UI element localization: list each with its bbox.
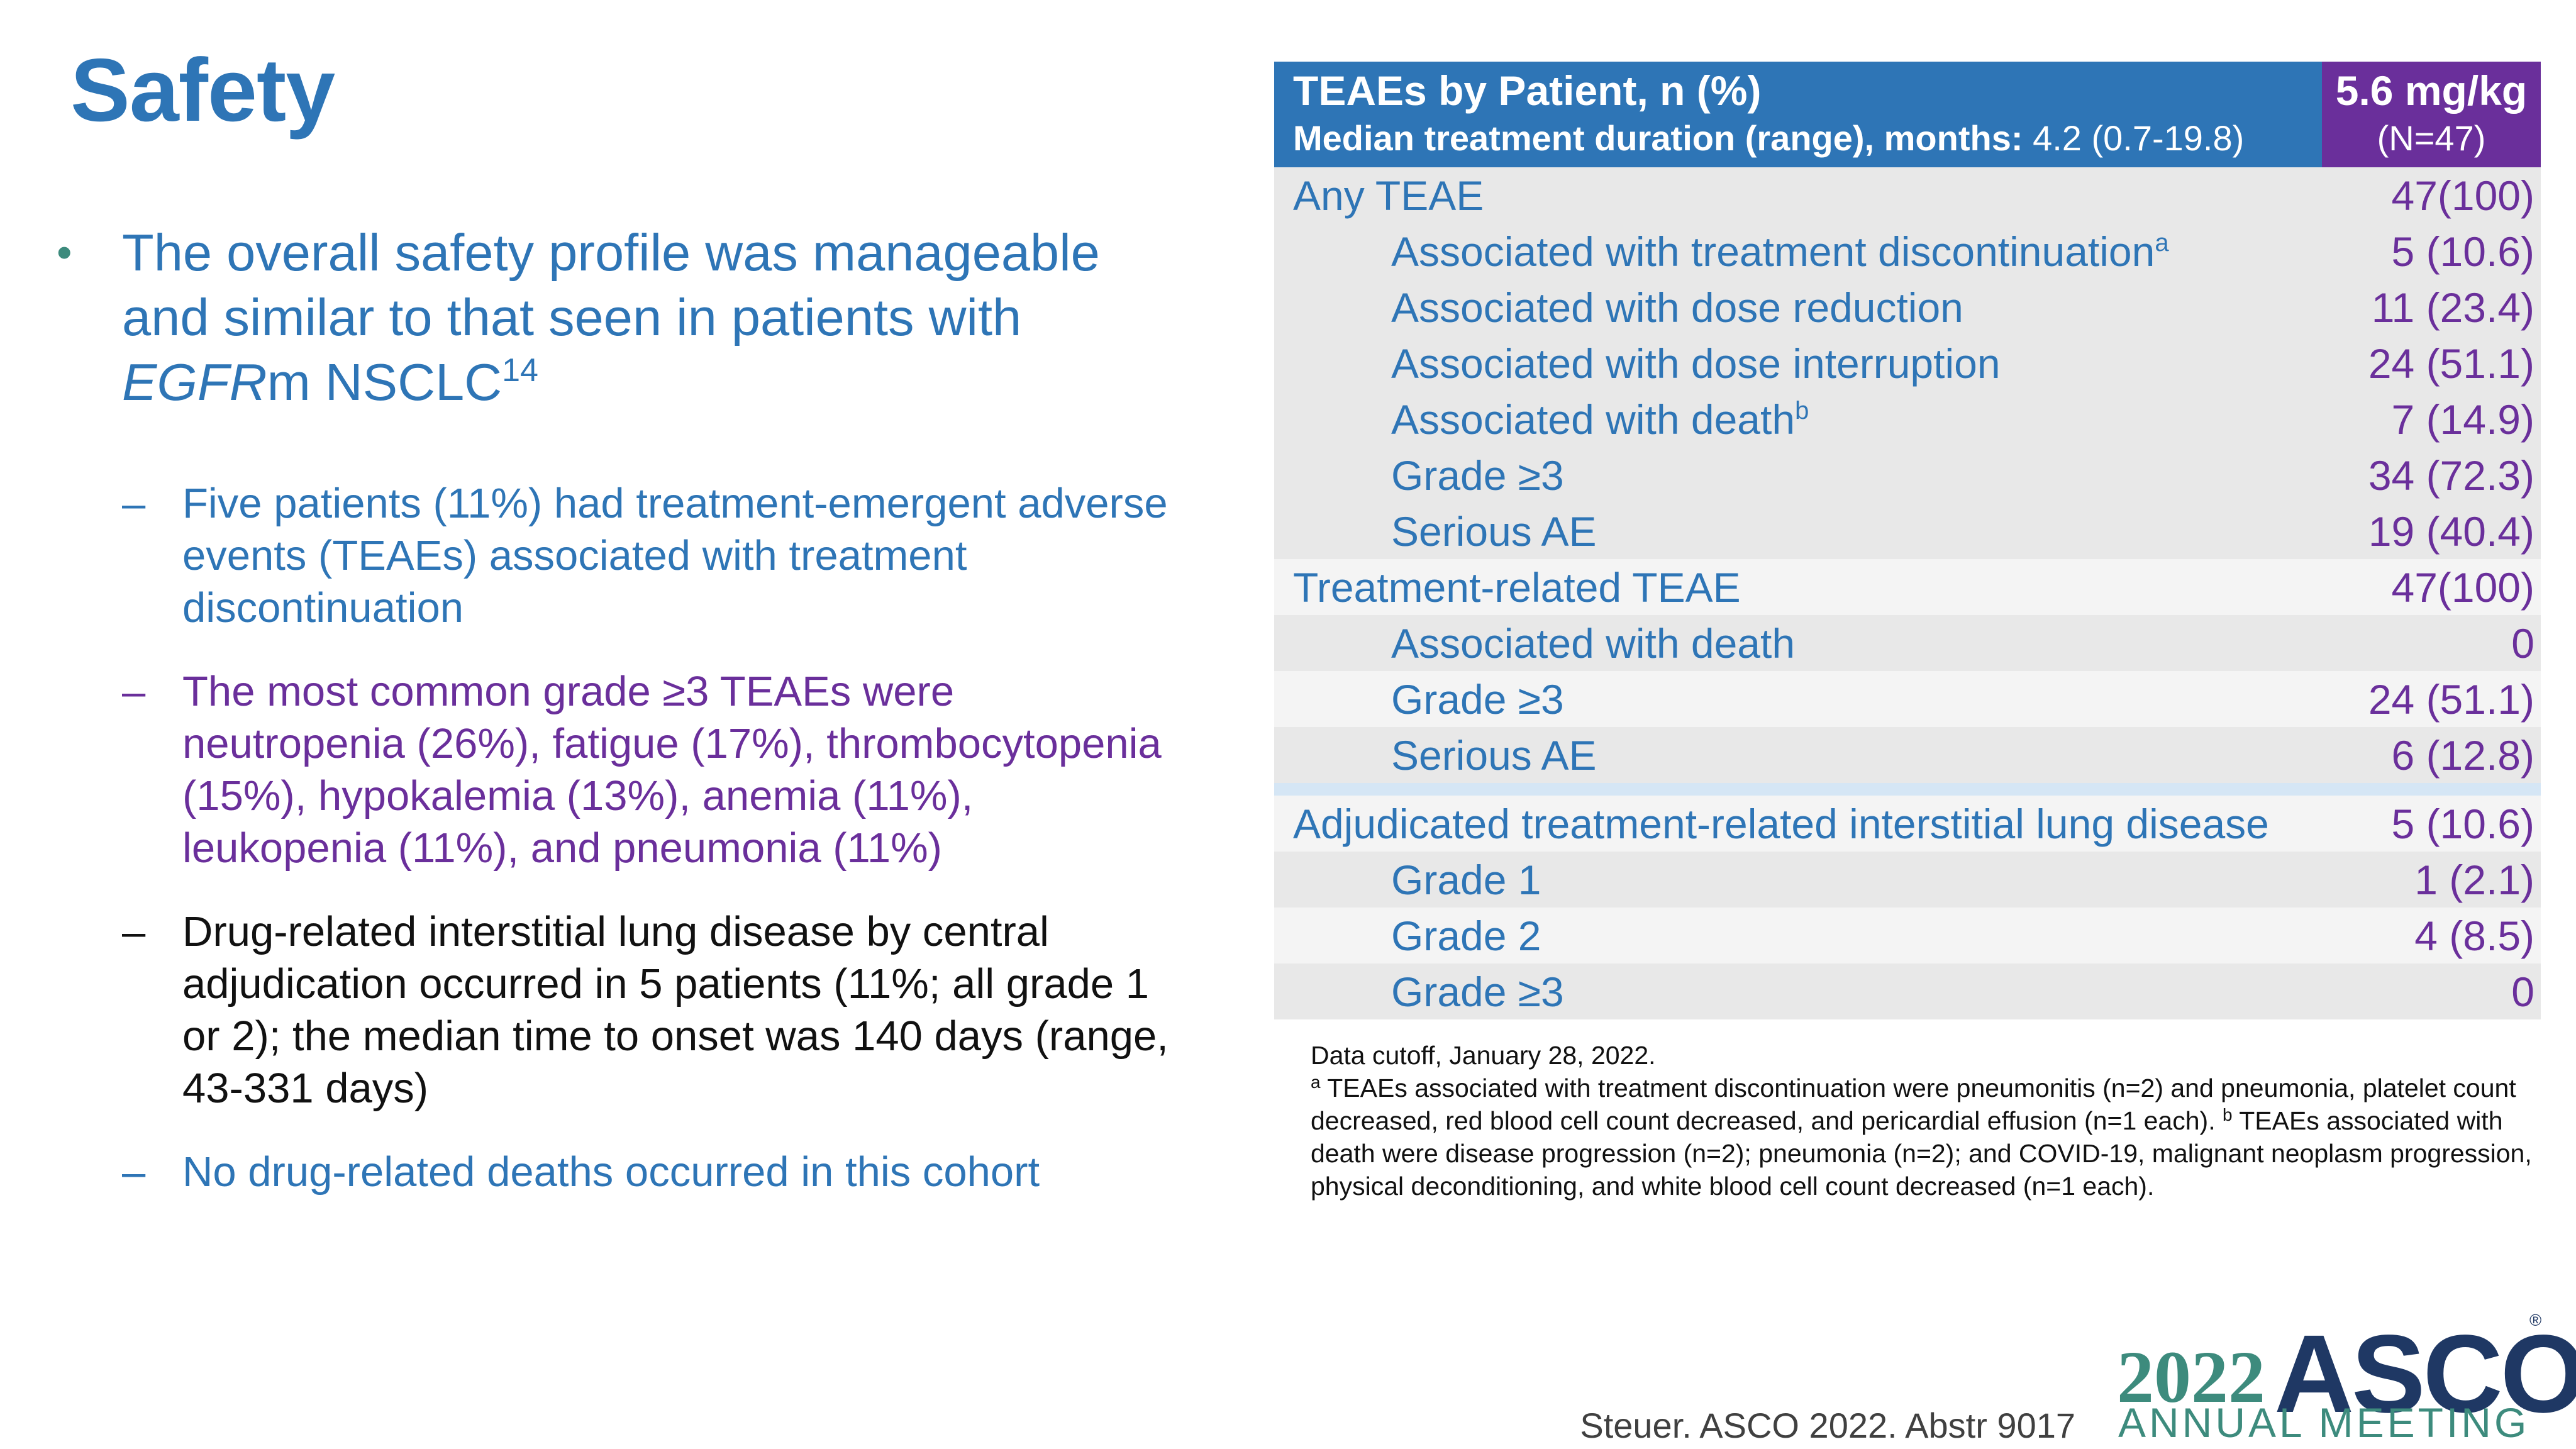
logo-name: ASCO <box>2274 1313 2576 1436</box>
footnote-a-marker: a <box>1311 1072 1321 1092</box>
sub-bullet-ild: – Drug-related interstitial lung disease… <box>57 906 1182 1114</box>
footnote-text: a TEAEs associated with treatment discon… <box>1311 1072 2537 1202</box>
sub-bullet-grade3: – The most common grade ≥3 TEAEs were ne… <box>57 665 1182 874</box>
table-subtitle-value: 4.2 (0.7-19.8) <box>2033 118 2245 158</box>
table-row: Associated with deathb 7 (14.9) <box>1274 391 2541 447</box>
sub-bullet-list: – Five patients (11%) had treatment-emer… <box>57 477 1182 1198</box>
table-row-ild: Adjudicated treatment-related interstiti… <box>1274 796 2541 852</box>
logo-subtitle: ANNUAL MEETING <box>2118 1399 2530 1446</box>
sub-bullet-text: The most common grade ≥3 TEAEs were neut… <box>182 668 1162 872</box>
table-row: Grade 1 1 (2.1) <box>1274 852 2541 908</box>
sub-bullet-discontinuation: – Five patients (11%) had treatment-emer… <box>57 477 1182 634</box>
bullet-dot-icon: • <box>57 228 72 277</box>
row-value: 19 (40.4) <box>2368 508 2534 555</box>
row-label: Associated with treatment discontinuatio… <box>1391 228 2169 275</box>
row-label: Grade ≥3 <box>1391 968 1564 1015</box>
row-label: Treatment-related TEAE <box>1293 564 1741 611</box>
slide-title: Safety <box>70 40 335 140</box>
dose-label: 5.6 mg/kg <box>2335 67 2528 114</box>
row-value: 5 (10.6) <box>2391 800 2534 847</box>
table-subtitle-label: Median treatment duration (range), month… <box>1293 118 2023 158</box>
main-bullet-italic: EGFR <box>122 353 267 411</box>
registered-icon: ® <box>2529 1311 2542 1330</box>
row-value: 24 (51.1) <box>2368 675 2534 723</box>
row-value: 47(100) <box>2391 564 2535 611</box>
sub-bullet-text: Five patients (11%) had treatment-emerge… <box>182 480 1168 631</box>
table-row: Serious AE 6 (12.8) <box>1274 727 2541 783</box>
footnote-marker: b <box>1795 396 1809 425</box>
table-divider <box>1274 783 2541 796</box>
row-label: Associated with deathb <box>1391 396 1809 443</box>
citation: Steuer. ASCO 2022. Abstr 9017 <box>1580 1406 2075 1445</box>
dash-icon: – <box>122 480 146 527</box>
table-row: Grade ≥3 34 (72.3) <box>1274 447 2541 503</box>
row-label: Associated with death <box>1391 619 1796 667</box>
dash-icon: – <box>122 668 146 715</box>
data-cutoff: Data cutoff, January 28, 2022. <box>1311 1041 1656 1070</box>
row-value: 34 (72.3) <box>2368 452 2534 499</box>
table-row: Grade ≥3 0 <box>1274 963 2541 1019</box>
row-value: 4 (8.5) <box>2414 912 2534 959</box>
table-header-dose: 5.6 mg/kg (N=47) <box>2322 62 2541 167</box>
logo-year: 2022 <box>2117 1336 2265 1418</box>
main-bullet-text-1: The overall safety profile was manageabl… <box>122 223 1100 347</box>
main-bullet-text-2: m NSCLC <box>267 353 502 411</box>
row-value: 47(100) <box>2391 172 2535 219</box>
dash-icon: – <box>122 1148 146 1196</box>
table-row: Associated with dose reduction 11 (23.4) <box>1274 279 2541 335</box>
row-label: Grade 2 <box>1391 912 1541 959</box>
row-value: 11 (23.4) <box>2371 284 2534 331</box>
row-label: Associated with dose reduction <box>1391 284 1963 331</box>
table-title: TEAEs by Patient, n (%) <box>1293 67 1762 114</box>
main-bullet-reference: 14 <box>502 352 538 389</box>
table-row: Grade ≥3 24 (51.1) <box>1274 671 2541 727</box>
sub-bullet-text: No drug-related deaths occurred in this … <box>182 1148 1040 1196</box>
row-label: Grade ≥3 <box>1391 675 1564 723</box>
table-footnote: Data cutoff, January 28, 2022. a TEAEs a… <box>1311 1039 2537 1202</box>
dash-icon: – <box>122 908 146 955</box>
sub-bullet-text: Drug-related interstitial lung disease b… <box>182 908 1169 1112</box>
row-value: 0 <box>2511 968 2534 1015</box>
row-value: 24 (51.1) <box>2368 340 2534 387</box>
row-label: Associated with dose interruption <box>1391 340 2001 387</box>
table-header-label: TEAEs by Patient, n (%) Median treatment… <box>1274 62 2322 167</box>
row-value: 0 <box>2511 619 2534 667</box>
footnote-b-marker: b <box>2222 1105 2233 1124</box>
row-label: Grade 1 <box>1391 856 1541 903</box>
row-value: 1 (2.1) <box>2414 856 2534 903</box>
row-label: Any TEAE <box>1293 172 1484 219</box>
table-row: Associated with treatment discontinuatio… <box>1274 223 2541 279</box>
row-label: Adjudicated treatment-related interstiti… <box>1293 800 2269 847</box>
row-label: Serious AE <box>1391 731 1597 779</box>
teae-table: TEAEs by Patient, n (%) Median treatment… <box>1274 62 2541 1019</box>
row-value: 5 (10.6) <box>2391 228 2534 275</box>
footnote-a-text: TEAEs associated with treatment disconti… <box>1311 1074 2516 1135</box>
main-bullet: • The overall safety profile was managea… <box>57 220 1182 414</box>
table-row: Serious AE 19 (40.4) <box>1274 503 2541 559</box>
patient-count: (N=47) <box>2377 118 2486 158</box>
bullet-list: • The overall safety profile was managea… <box>57 220 1182 1230</box>
footnote-marker: a <box>2155 228 2169 257</box>
table-row-treatment-related: Treatment-related TEAE 47(100) <box>1274 559 2541 615</box>
sub-bullet-deaths: – No drug-related deaths occurred in thi… <box>57 1146 1182 1198</box>
row-label: Grade ≥3 <box>1391 452 1564 499</box>
row-value: 7 (14.9) <box>2391 396 2534 443</box>
row-label: Serious AE <box>1391 508 1597 555</box>
table-header: TEAEs by Patient, n (%) Median treatment… <box>1274 62 2541 167</box>
table-row: Associated with dose interruption 24 (51… <box>1274 335 2541 391</box>
table-row-any-teae: Any TEAE 47(100) <box>1274 167 2541 223</box>
table-row: Associated with death 0 <box>1274 615 2541 671</box>
table-row: Grade 2 4 (8.5) <box>1274 908 2541 963</box>
row-value: 6 (12.8) <box>2391 731 2534 779</box>
asco-logo: 2022 ASCO ® ANNUAL MEETING <box>2117 1298 2576 1446</box>
footnote-b-text: TEAEs associated with death were disease… <box>1311 1106 2532 1201</box>
table-subtitle: Median treatment duration (range), month… <box>1293 116 2322 161</box>
